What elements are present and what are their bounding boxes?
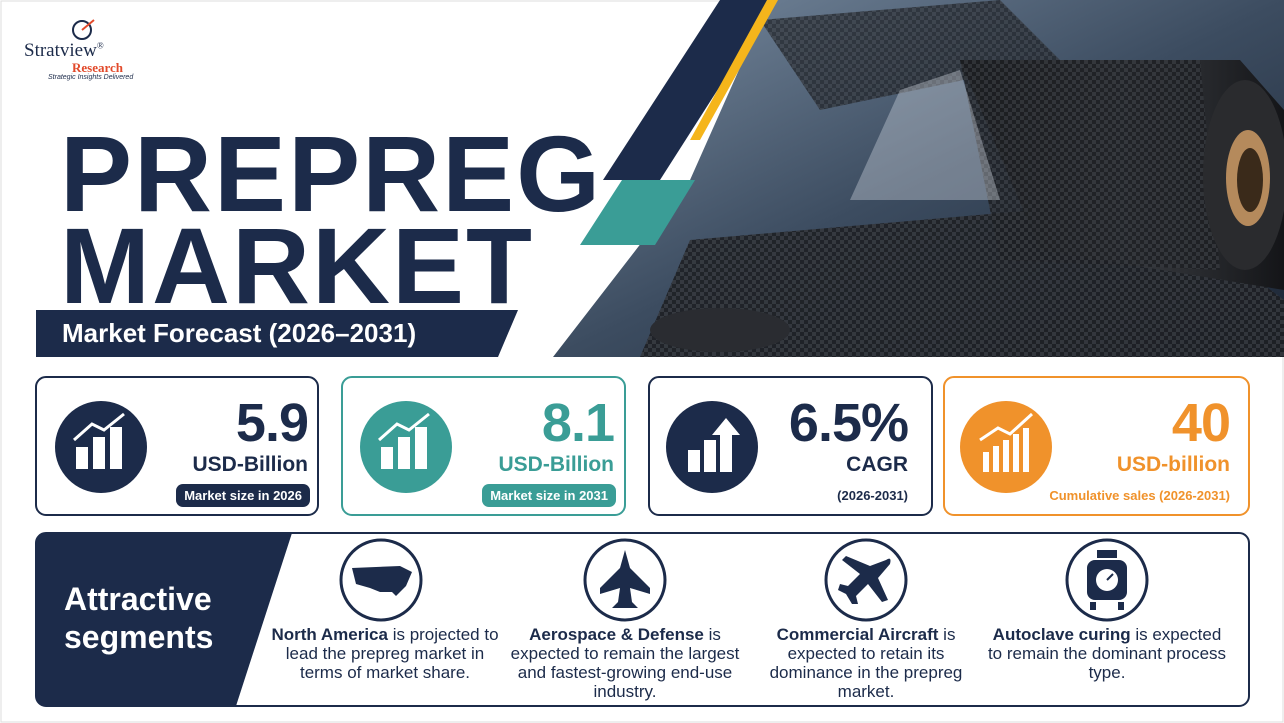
icon-map [339,538,423,622]
segment-desc: is expected to remain the largest and fa… [510,625,740,701]
logo-name: Stratview® [24,40,104,61]
segments-heading-bg [36,533,292,706]
icon-autoclave [1065,538,1149,622]
stat-unit: USD-billion [1116,453,1230,476]
stat-label: Market size in 2026 [176,484,310,507]
stripe-navy [603,0,775,180]
segment-desc: is expected to retain its dominance in t… [769,625,963,701]
subtitle-banner [36,310,518,357]
autoclave-shape [1087,550,1127,610]
stat-value: 5.9 [235,393,309,453]
segment-bold: Commercial Aircraft [776,625,939,644]
segment-bold: North America [271,625,388,644]
stripe-teal [580,180,695,245]
icon-sales [960,401,1052,493]
segment-text: Autoclave curing is expected to remain t… [987,625,1227,682]
jet-shape [600,550,650,608]
stat-label: (2026-2031) [837,488,908,503]
stat-value: 8.1 [541,393,615,453]
subtitle: Market Forecast (2026–2031) [62,318,417,348]
title: MARKET [60,205,534,326]
stat-label: Market size in 2031 [482,484,616,507]
icon-plane [824,538,908,622]
segments-heading: Attractive segments [64,580,213,656]
stat-unit: USD-Billion [192,453,309,476]
segment-text: Commercial Aircraft is expected to retai… [746,625,986,701]
segment-bold: Aerospace & Defense [529,625,704,644]
segment-desc: is expected to remain the dominant proce… [987,625,1227,682]
heading-line: segments [64,619,214,655]
segment-text: Aerospace & Defense is expected to remai… [505,625,745,701]
heading-line: Attractive [64,581,212,617]
stat-unit: CAGR [846,453,908,476]
icon-jet [583,538,667,622]
map-shape [352,566,412,596]
title: PREPREG [60,113,603,234]
icon-growth [360,401,452,493]
logo-name2: Research [72,60,124,75]
photo [553,0,1284,357]
segment-bold: Autoclave curing [992,625,1131,644]
logo-tagline: Strategic Insights Delivered [48,74,134,81]
stripe-yellow [690,0,778,140]
stat-value: 40 [1171,393,1231,453]
plane-shape [838,556,891,604]
stat-value: 6.5% [788,393,909,453]
stat-label: Cumulative sales (2026-2031) [1049,488,1230,503]
logo-icon [72,20,92,40]
icon-growth [55,401,147,493]
stat-unit: USD-Billion [498,453,615,476]
logo-arrow [81,19,95,31]
segment-desc: is projected to lead the prepreg market … [285,625,499,682]
icon-cagr [666,401,758,493]
segment-text: North America is projected to lead the p… [265,625,505,682]
